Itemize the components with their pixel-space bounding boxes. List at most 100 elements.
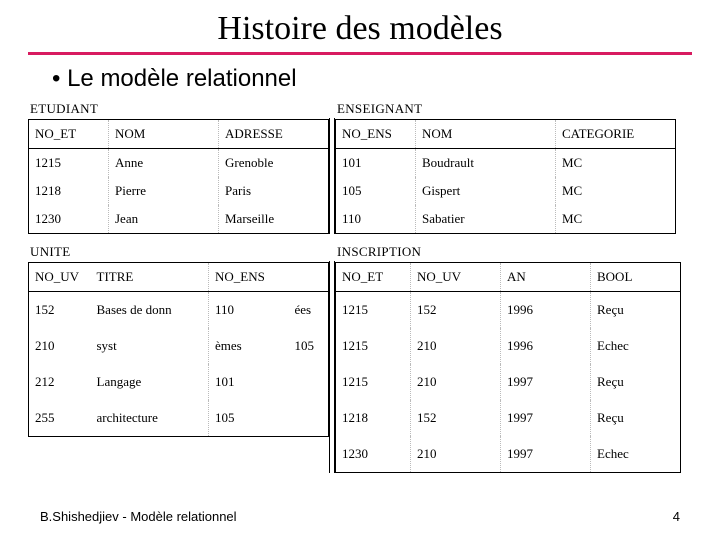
table-row: NO_ET NO_UV AN BOOL <box>336 263 681 292</box>
cell: èmes <box>209 328 289 364</box>
cell: 212 <box>29 364 91 400</box>
cell: Reçu <box>591 292 681 329</box>
cell: 1218 <box>336 400 411 436</box>
cell: 1215 <box>336 292 411 329</box>
footer-left: B.Shishedjiev - Modèle relationnel <box>40 509 237 524</box>
table-row: 212 Langage 101 <box>29 364 329 400</box>
col-header: NO_UV <box>29 263 91 292</box>
cell: 1997 <box>501 436 591 473</box>
enseignant-block: ENSEIGNANT NO_ENS NOM CATEGORIE 101 Boud… <box>335 101 676 234</box>
table-row: 255 architecture 105 <box>29 400 329 437</box>
cell: ées <box>289 292 329 329</box>
cell: Reçu <box>591 400 681 436</box>
cell: Marseille <box>219 205 329 234</box>
cell: Grenoble <box>219 149 329 178</box>
col-header: NOM <box>416 120 556 149</box>
cell: Anne <box>109 149 219 178</box>
table-row: NO_ENS NOM CATEGORIE <box>336 120 676 149</box>
unite-block: UNITE NO_UV TITRE NO_ENS 152 Bases de do… <box>28 244 329 437</box>
unite-table: NO_UV TITRE NO_ENS 152 Bases de donn 110… <box>28 262 329 437</box>
col-header: TITRE <box>91 263 209 292</box>
inscription-title: INSCRIPTION <box>337 244 681 260</box>
cell: MC <box>556 177 676 205</box>
cell: 1230 <box>336 436 411 473</box>
cell: architecture <box>91 400 209 437</box>
cell: Paris <box>219 177 329 205</box>
cell: 152 <box>411 292 501 329</box>
cell: 152 <box>411 400 501 436</box>
cell: Jean <box>109 205 219 234</box>
enseignant-table: NO_ENS NOM CATEGORIE 101 Boudrault MC 10… <box>335 119 676 234</box>
enseignant-title: ENSEIGNANT <box>337 101 676 117</box>
table-row: 1230 Jean Marseille <box>29 205 329 234</box>
cell: syst <box>91 328 209 364</box>
table-row: 1218 Pierre Paris <box>29 177 329 205</box>
inscription-block: INSCRIPTION NO_ET NO_UV AN BOOL 1215 152 <box>335 244 681 473</box>
table-row: 101 Boudrault MC <box>336 149 676 178</box>
table-row: 1230 210 1997 Echec <box>336 436 681 473</box>
cell: Gispert <box>416 177 556 205</box>
cell: 1215 <box>29 149 109 178</box>
slide: Histoire des modèles Le modèle relationn… <box>0 0 720 540</box>
cell: MC <box>556 205 676 234</box>
cell: 255 <box>29 400 91 437</box>
inscription-table: NO_ET NO_UV AN BOOL 1215 152 1996 Reçu 1… <box>335 262 681 473</box>
table-row: 1218 152 1997 Reçu <box>336 400 681 436</box>
cell <box>289 400 329 437</box>
cell: 1996 <box>501 328 591 364</box>
table-row: 1215 Anne Grenoble <box>29 149 329 178</box>
col-header: NO_ET <box>336 263 411 292</box>
table-row: 110 Sabatier MC <box>336 205 676 234</box>
table-row: 210 syst èmes 105 <box>29 328 329 364</box>
cell: 1996 <box>501 292 591 329</box>
table-row: 1215 152 1996 Reçu <box>336 292 681 329</box>
cell: 105 <box>336 177 416 205</box>
etudiant-title: ETUDIANT <box>30 101 329 117</box>
cell: Boudrault <box>416 149 556 178</box>
cell: 1230 <box>29 205 109 234</box>
cell: 210 <box>411 364 501 400</box>
cell: Reçu <box>591 364 681 400</box>
col-header: NOM <box>109 120 219 149</box>
cell: 110 <box>336 205 416 234</box>
cell: Bases de donn <box>91 292 209 329</box>
footer-page-number: 4 <box>673 509 680 524</box>
cell: 105 <box>289 328 329 364</box>
col-header: NO_UV <box>411 263 501 292</box>
table-row: 105 Gispert MC <box>336 177 676 205</box>
col-header: AN <box>501 263 591 292</box>
cell: 101 <box>336 149 416 178</box>
cell: Pierre <box>109 177 219 205</box>
cell: Langage <box>91 364 209 400</box>
cell: MC <box>556 149 676 178</box>
title-underline <box>28 52 692 55</box>
table-row: NO_UV TITRE NO_ENS <box>29 263 329 292</box>
footer: B.Shishedjiev - Modèle relationnel 4 <box>40 509 680 524</box>
table-row: 1215 210 1996 Echec <box>336 328 681 364</box>
col-header: NO_ET <box>29 120 109 149</box>
cell: 1215 <box>336 364 411 400</box>
cell: 101 <box>209 364 289 400</box>
cell: 210 <box>29 328 91 364</box>
cell: Echec <box>591 328 681 364</box>
tables-row-1: ETUDIANT NO_ET NOM ADRESSE 1215 Anne Gre… <box>28 101 692 234</box>
page-title: Histoire des modèles <box>28 10 692 48</box>
cell <box>289 364 329 400</box>
cell: 110 <box>209 292 289 329</box>
bullet-item: Le modèle relationnel <box>52 65 692 93</box>
table-row: 1215 210 1997 Reçu <box>336 364 681 400</box>
cell: 1215 <box>336 328 411 364</box>
table-row: 152 Bases de donn 110 ées <box>29 292 329 329</box>
cell: 152 <box>29 292 91 329</box>
tables-area: ETUDIANT NO_ET NOM ADRESSE 1215 Anne Gre… <box>28 101 692 473</box>
tables-row-2: UNITE NO_UV TITRE NO_ENS 152 Bases de do… <box>28 244 692 473</box>
unite-title: UNITE <box>30 244 329 260</box>
cell: 105 <box>209 400 289 437</box>
etudiant-block: ETUDIANT NO_ET NOM ADRESSE 1215 Anne Gre… <box>28 101 329 234</box>
cell: 210 <box>411 328 501 364</box>
cell: 1218 <box>29 177 109 205</box>
cell: 1997 <box>501 400 591 436</box>
cell: Sabatier <box>416 205 556 234</box>
col-header: NO_ENS <box>336 120 416 149</box>
col-header: ADRESSE <box>219 120 329 149</box>
